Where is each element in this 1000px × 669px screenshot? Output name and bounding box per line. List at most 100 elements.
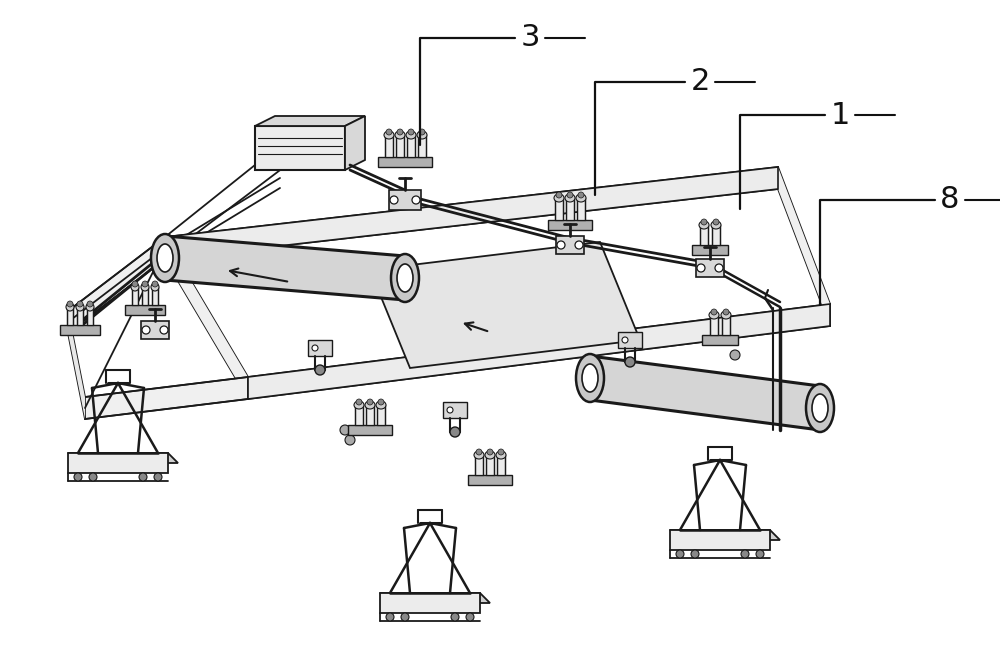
Polygon shape <box>142 287 148 305</box>
Polygon shape <box>778 167 830 326</box>
Polygon shape <box>696 259 724 277</box>
Ellipse shape <box>576 194 586 202</box>
Ellipse shape <box>131 283 139 291</box>
Ellipse shape <box>77 301 83 307</box>
Ellipse shape <box>691 550 699 558</box>
Polygon shape <box>700 225 708 245</box>
Ellipse shape <box>142 281 148 287</box>
Ellipse shape <box>451 613 459 621</box>
Ellipse shape <box>721 311 731 319</box>
Ellipse shape <box>723 309 729 315</box>
Ellipse shape <box>741 550 749 558</box>
Polygon shape <box>68 453 168 473</box>
Polygon shape <box>68 237 165 333</box>
Polygon shape <box>396 135 404 157</box>
Ellipse shape <box>713 219 719 225</box>
Ellipse shape <box>160 326 168 334</box>
Ellipse shape <box>622 337 628 343</box>
Ellipse shape <box>386 613 394 621</box>
Polygon shape <box>378 157 432 167</box>
Polygon shape <box>165 236 405 300</box>
Ellipse shape <box>390 196 398 204</box>
Ellipse shape <box>565 194 575 202</box>
Ellipse shape <box>66 303 74 311</box>
Ellipse shape <box>412 196 420 204</box>
Ellipse shape <box>466 613 474 621</box>
Ellipse shape <box>806 384 834 432</box>
Ellipse shape <box>391 254 419 302</box>
Ellipse shape <box>756 550 764 558</box>
Ellipse shape <box>152 281 158 287</box>
Polygon shape <box>377 405 385 425</box>
Ellipse shape <box>151 234 179 282</box>
Text: 2: 2 <box>595 68 710 195</box>
Ellipse shape <box>567 192 573 198</box>
Text: 8: 8 <box>820 185 960 305</box>
Polygon shape <box>87 307 93 325</box>
Ellipse shape <box>419 129 425 135</box>
Polygon shape <box>548 220 592 230</box>
Ellipse shape <box>487 449 493 455</box>
Polygon shape <box>407 135 415 157</box>
Polygon shape <box>68 453 178 463</box>
Polygon shape <box>355 405 363 425</box>
Polygon shape <box>165 167 778 259</box>
Ellipse shape <box>157 244 173 272</box>
Ellipse shape <box>345 435 355 445</box>
Ellipse shape <box>711 221 721 229</box>
Ellipse shape <box>474 451 484 459</box>
Polygon shape <box>555 198 563 220</box>
Polygon shape <box>366 405 374 425</box>
Ellipse shape <box>485 451 495 459</box>
Ellipse shape <box>401 613 409 621</box>
Text: 3: 3 <box>420 23 540 145</box>
Polygon shape <box>497 455 505 475</box>
Ellipse shape <box>139 473 147 481</box>
Ellipse shape <box>476 449 482 455</box>
Polygon shape <box>68 311 85 419</box>
Ellipse shape <box>699 221 709 229</box>
Polygon shape <box>255 116 365 126</box>
Ellipse shape <box>557 241 565 249</box>
Ellipse shape <box>151 283 159 291</box>
Polygon shape <box>380 593 480 613</box>
Polygon shape <box>132 287 138 305</box>
Ellipse shape <box>365 401 375 409</box>
Polygon shape <box>165 237 248 399</box>
Ellipse shape <box>397 264 413 292</box>
Ellipse shape <box>315 365 325 375</box>
Ellipse shape <box>356 399 362 405</box>
Ellipse shape <box>67 301 73 307</box>
Ellipse shape <box>74 473 82 481</box>
Ellipse shape <box>676 550 684 558</box>
Polygon shape <box>77 307 83 325</box>
Polygon shape <box>577 198 585 220</box>
Polygon shape <box>345 116 365 170</box>
Polygon shape <box>370 242 640 368</box>
Ellipse shape <box>578 192 584 198</box>
Ellipse shape <box>354 401 364 409</box>
Ellipse shape <box>625 357 635 367</box>
Polygon shape <box>710 315 718 335</box>
Polygon shape <box>85 377 248 419</box>
Polygon shape <box>389 190 421 210</box>
Ellipse shape <box>384 131 394 139</box>
Ellipse shape <box>397 129 403 135</box>
Ellipse shape <box>154 473 162 481</box>
Polygon shape <box>385 135 393 157</box>
Ellipse shape <box>582 364 598 392</box>
Polygon shape <box>380 593 490 603</box>
Ellipse shape <box>447 407 453 413</box>
Polygon shape <box>692 245 728 255</box>
Ellipse shape <box>89 473 97 481</box>
Ellipse shape <box>697 264 705 272</box>
Polygon shape <box>308 340 332 356</box>
Polygon shape <box>348 425 392 435</box>
Ellipse shape <box>132 281 138 287</box>
Ellipse shape <box>395 131 405 139</box>
Polygon shape <box>702 335 738 345</box>
Polygon shape <box>556 236 584 254</box>
Ellipse shape <box>312 345 318 351</box>
Ellipse shape <box>367 399 373 405</box>
Polygon shape <box>67 307 73 325</box>
